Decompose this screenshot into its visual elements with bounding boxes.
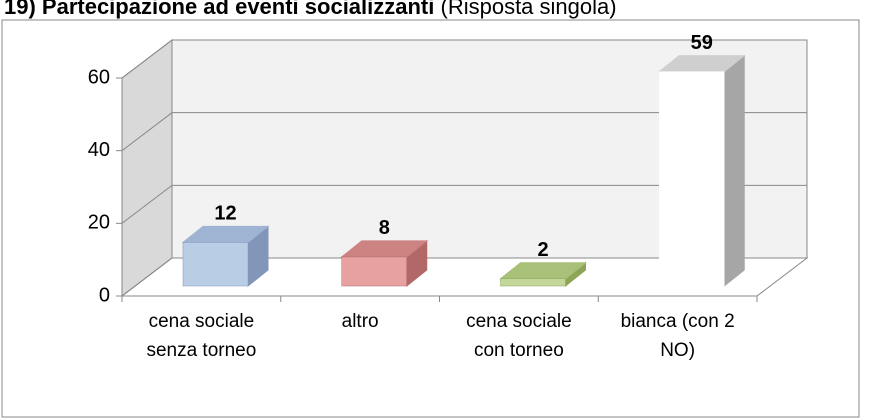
bar (500, 278, 566, 287)
grid-line (121, 112, 807, 152)
grid-line (121, 184, 807, 224)
x-tick-label: bianca (con 2 NO) (620, 311, 735, 361)
chart-border (1, 19, 860, 418)
y-tick-label: 20 (88, 212, 110, 234)
data-label: 2 (537, 239, 548, 261)
chart-title: 19) Partecipazione ad eventi socializzan… (4, 0, 617, 19)
x-tick-label: altro (341, 311, 379, 332)
side-wall (121, 38, 173, 298)
x-tick-label: cena sociale con torneo (466, 311, 572, 361)
grid-line (121, 257, 807, 297)
subtitle: (Risposta singola) (441, 0, 617, 19)
data-label: 12 (214, 203, 236, 225)
title: 19) Partecipazione ad eventi socializzan… (4, 0, 434, 19)
y-tick-label: 0 (99, 284, 110, 306)
data-label: 8 (379, 217, 390, 239)
y-tick-label: 60 (88, 66, 110, 88)
x-tick-label: cena sociale senza torneo (146, 311, 257, 361)
bar (659, 71, 725, 287)
grid-line (121, 39, 807, 79)
bar (182, 242, 249, 287)
y-tick-label: 40 (88, 139, 110, 161)
bar (341, 256, 407, 287)
data-label: 59 (691, 32, 713, 54)
bar-side (723, 54, 745, 288)
